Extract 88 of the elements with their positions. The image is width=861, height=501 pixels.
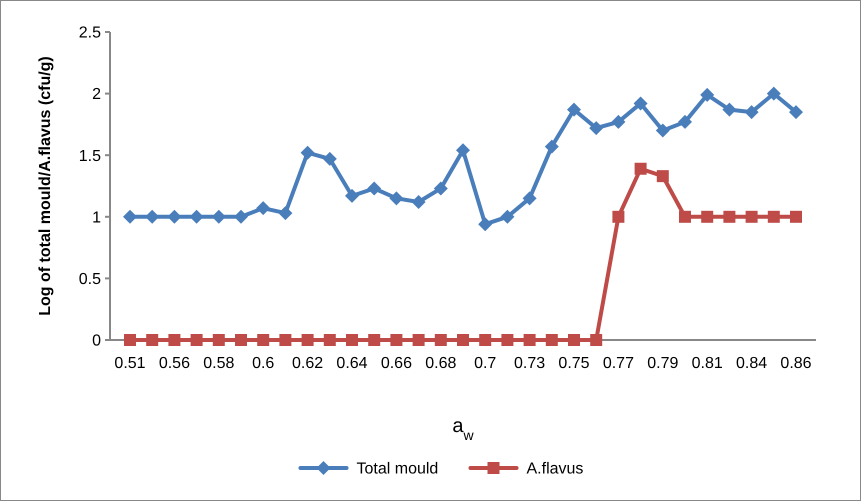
point	[212, 210, 226, 224]
point	[656, 124, 670, 138]
point	[457, 334, 469, 346]
legend-label: Total mould	[356, 460, 438, 478]
x-tick-label: 0.7	[474, 355, 496, 372]
x-axis-title: a$_{w}$	[452, 415, 474, 443]
point	[679, 210, 691, 223]
point	[190, 210, 204, 224]
legend-label: A.flavus	[526, 460, 584, 478]
x-tick-label: 0.77	[602, 355, 634, 372]
point	[412, 195, 426, 210]
point	[324, 334, 336, 346]
point	[145, 210, 160, 224]
point	[612, 210, 624, 223]
y-tick-label: 2.5	[78, 24, 102, 42]
point	[746, 210, 758, 223]
point	[123, 210, 137, 224]
point	[744, 105, 759, 120]
point	[589, 121, 604, 136]
point	[346, 334, 358, 346]
x-tick-label: 0.73	[514, 355, 546, 372]
x-tick-label: 0.51	[114, 355, 146, 372]
point	[235, 334, 247, 346]
point	[389, 191, 404, 206]
x-tick-label: 0.79	[647, 355, 678, 372]
point	[302, 334, 314, 346]
x-tick-label: 0.84	[736, 355, 768, 372]
point	[701, 210, 714, 223]
point	[345, 188, 359, 203]
point	[766, 86, 781, 101]
point	[678, 114, 692, 129]
point	[322, 152, 337, 166]
x-tick-label: 0.62	[292, 355, 324, 372]
point	[634, 96, 648, 110]
point	[368, 334, 380, 346]
point	[434, 181, 448, 196]
point	[279, 334, 292, 346]
point	[501, 334, 514, 346]
point	[546, 334, 558, 346]
point	[300, 146, 315, 160]
point	[768, 210, 780, 223]
point	[256, 201, 270, 216]
point	[590, 334, 602, 346]
x-tick-label: 0.86	[780, 355, 812, 372]
point	[789, 105, 803, 120]
y-tick-label: 2	[92, 86, 102, 104]
y-tick-label: 0.5	[78, 271, 102, 288]
point	[656, 170, 669, 182]
x-tick-label: 0.68	[425, 355, 456, 372]
y-tick-label: 1	[92, 209, 102, 226]
point	[257, 334, 270, 346]
point	[524, 334, 536, 346]
x-tick-label: 0.58	[203, 355, 234, 372]
point	[700, 88, 714, 102]
point	[544, 140, 559, 154]
x-tick-label: 0.75	[558, 355, 590, 372]
point	[190, 334, 203, 346]
point	[167, 210, 182, 224]
point	[634, 162, 647, 175]
point	[278, 206, 292, 220]
y-axis-title: Log of total mould/A.flavus (cfu/g)	[37, 56, 54, 316]
x-tick-label: 0.6	[252, 355, 274, 372]
point	[212, 334, 225, 346]
x-tick-label: 0.64	[336, 355, 368, 372]
point	[567, 102, 581, 117]
point	[723, 210, 736, 223]
point	[722, 102, 736, 117]
point	[456, 143, 470, 158]
point	[434, 334, 447, 346]
point	[611, 114, 626, 129]
x-tick-label: 0.66	[380, 355, 412, 372]
point	[168, 334, 180, 346]
point	[522, 191, 537, 206]
point	[234, 210, 248, 224]
y-tick-label: 1.5	[78, 148, 102, 165]
point	[412, 334, 425, 346]
point	[479, 334, 492, 346]
point	[790, 210, 802, 223]
point	[390, 334, 402, 346]
point	[478, 217, 492, 232]
x-tick-label: 0.56	[158, 355, 190, 372]
point	[500, 210, 514, 224]
x-tick-label: 0.81	[692, 355, 723, 372]
y-tick-label: 0	[92, 332, 102, 350]
point	[124, 334, 136, 346]
point	[367, 181, 382, 196]
point	[146, 334, 158, 346]
point	[568, 334, 580, 346]
